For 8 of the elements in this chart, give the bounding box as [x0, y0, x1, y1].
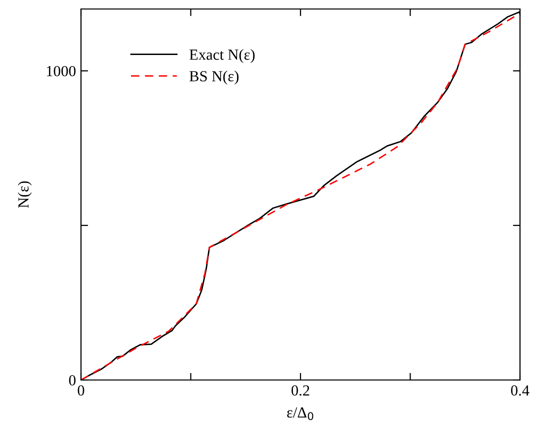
y-tick-label: 1000: [46, 66, 76, 76]
legend-label: BS N(ε): [190, 70, 239, 85]
x-axis-title: ε/Δ$_{0}$: [287, 407, 314, 420]
x-tick-label: 0.4: [511, 385, 530, 396]
x-tick-label: 0: [78, 385, 84, 396]
x-tick-label: 0.2: [292, 385, 310, 396]
legend-label: Exact N(ε): [190, 49, 255, 63]
y-axis-title: N(ε): [18, 181, 32, 208]
